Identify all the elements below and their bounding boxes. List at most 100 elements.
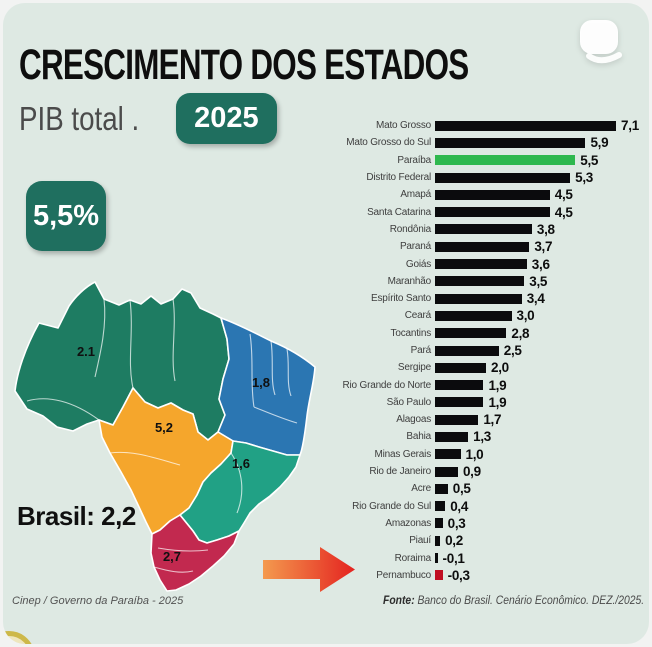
state-bar xyxy=(435,362,486,373)
state-bar xyxy=(435,120,617,131)
state-value: 4,5 xyxy=(554,187,573,203)
state-bar xyxy=(435,345,499,356)
chart-row: Amazonas 0,3 xyxy=(333,515,649,532)
state-value: 1,3 xyxy=(473,429,492,445)
state-bar xyxy=(435,137,586,148)
state-label: Rio de Janeiro xyxy=(369,466,431,478)
state-value: -0,3 xyxy=(447,567,470,583)
state-label: Acre xyxy=(411,483,431,495)
state-value: 0,4 xyxy=(450,498,469,514)
state-bar xyxy=(435,449,461,460)
state-bar xyxy=(435,155,576,166)
state-value: 4,5 xyxy=(554,204,573,220)
highlight-arrow-icon xyxy=(263,547,355,592)
state-bar xyxy=(435,380,484,391)
chart-row: Piauí 0,2 xyxy=(333,532,649,549)
chart-row: Rio de Janeiro 0,9 xyxy=(333,463,649,480)
state-label: Amazonas xyxy=(385,517,431,529)
sticker-icon xyxy=(580,20,622,64)
corner-ring-decoration xyxy=(3,631,35,644)
chart-row: Sergipe 2,0 xyxy=(333,359,649,376)
state-bar xyxy=(435,570,443,581)
chart-row: Alagoas 1,7 xyxy=(333,411,649,428)
region-norte-value: 2.1 xyxy=(77,344,95,359)
state-label: Maranhão xyxy=(387,275,432,287)
state-bar xyxy=(435,207,550,218)
state-value: 3,0 xyxy=(516,308,535,324)
chart-row: Rio Grande do Sul 0,4 xyxy=(333,498,649,515)
state-value: 3,8 xyxy=(536,221,555,237)
brazil-total-label: Brasil: 2,2 xyxy=(17,501,136,531)
state-label: Ceará xyxy=(404,310,431,322)
chart-row: Minas Gerais 1,0 xyxy=(333,446,649,463)
brazil-map: 2.1 1,8 5,2 1,6 2,7 xyxy=(14,281,316,592)
chart-row: Roraima -0,1 xyxy=(333,549,649,566)
state-value: 3,6 xyxy=(531,256,550,272)
state-label: Rondônia xyxy=(389,223,431,235)
region-sul-value: 2,7 xyxy=(163,549,181,564)
state-label: Pará xyxy=(410,345,432,356)
paraiba-growth-badge: 5,5% xyxy=(26,181,106,251)
state-value: 7,1 xyxy=(621,118,639,134)
state-bar xyxy=(435,310,512,321)
state-label: Distrito Federal xyxy=(366,172,431,184)
state-value: 5,9 xyxy=(590,135,609,151)
state-bar xyxy=(435,414,479,425)
region-nordeste-value: 1,8 xyxy=(252,375,270,390)
chart-row: Paraíba 5,5 xyxy=(333,152,649,169)
state-label: São Paulo xyxy=(386,396,432,408)
state-bar xyxy=(435,241,530,252)
chart-row: Acre 0,5 xyxy=(333,480,649,497)
state-label: Roraima xyxy=(394,552,432,564)
chart-row: Espírito Santo 3,4 xyxy=(333,290,649,307)
state-label: Mato Grosso xyxy=(375,120,431,132)
state-bar xyxy=(435,397,484,408)
state-value: 1,0 xyxy=(465,446,484,462)
state-label: Mato Grosso do Sul xyxy=(346,137,431,149)
state-bar xyxy=(435,328,507,339)
chart-row: Rio Grande do Norte 1,9 xyxy=(333,376,649,393)
state-bar xyxy=(435,224,532,235)
chart-row: Tocantins 2,8 xyxy=(333,325,649,342)
state-value: 1,9 xyxy=(488,377,507,393)
subtitle-row: PIB total . 2025 xyxy=(19,93,277,144)
chart-row: Distrito Federal 5,3 xyxy=(333,169,649,186)
chart-row: Goiás 3,6 xyxy=(333,255,649,272)
state-value: 3,7 xyxy=(534,239,553,255)
state-label: Minas Gerais xyxy=(374,448,431,460)
state-bar xyxy=(435,276,525,287)
state-bar xyxy=(435,189,550,200)
chart-row: Maranhão 3,5 xyxy=(333,273,649,290)
chart-row: Pernambuco -0,3 xyxy=(333,567,649,584)
chart-row: Santa Catarina 4,5 xyxy=(333,203,649,220)
state-value: 1,7 xyxy=(483,412,502,428)
region-sudeste-value: 1,6 xyxy=(232,456,250,471)
state-bar xyxy=(435,466,458,477)
state-label: Bahia xyxy=(406,431,431,443)
year-badge: 2025 xyxy=(176,93,277,144)
state-value: 5,3 xyxy=(575,170,594,186)
page-title: CRESCIMENTO DOS ESTADOS xyxy=(19,41,469,89)
state-label: Paraíba xyxy=(397,154,431,166)
credit-text: Cinep / Governo da Paraíba - 2025 xyxy=(12,595,184,607)
chart-row: Amapá 4,5 xyxy=(333,186,649,203)
chart-row: Mato Grosso 7,1 xyxy=(333,117,649,134)
state-bar xyxy=(435,535,441,546)
source-text: Fonte: Banco do Brasil. Cenário Econômic… xyxy=(382,595,644,607)
state-label: Paraná xyxy=(399,241,431,253)
state-bar xyxy=(435,483,448,494)
state-bar xyxy=(435,293,522,304)
state-value: 2,5 xyxy=(503,343,522,358)
state-value: 3,4 xyxy=(526,291,545,307)
chart-row: Mato Grosso do Sul 5,9 xyxy=(333,134,649,151)
state-label: Tocantins xyxy=(390,327,432,339)
state-value: 3,5 xyxy=(529,273,548,289)
state-bar xyxy=(435,501,446,512)
state-value: 0,2 xyxy=(445,533,463,549)
state-value: 1,9 xyxy=(488,394,507,410)
source-label: Fonte: xyxy=(382,595,415,607)
state-label: Rio Grande do Norte xyxy=(342,379,432,391)
state-value: 2,8 xyxy=(511,325,530,341)
bar-chart: Mato Grosso 7,1 Mato Grosso do Sul 5,9 Paraí… xyxy=(333,117,649,584)
state-label: Espírito Santo xyxy=(370,293,431,305)
